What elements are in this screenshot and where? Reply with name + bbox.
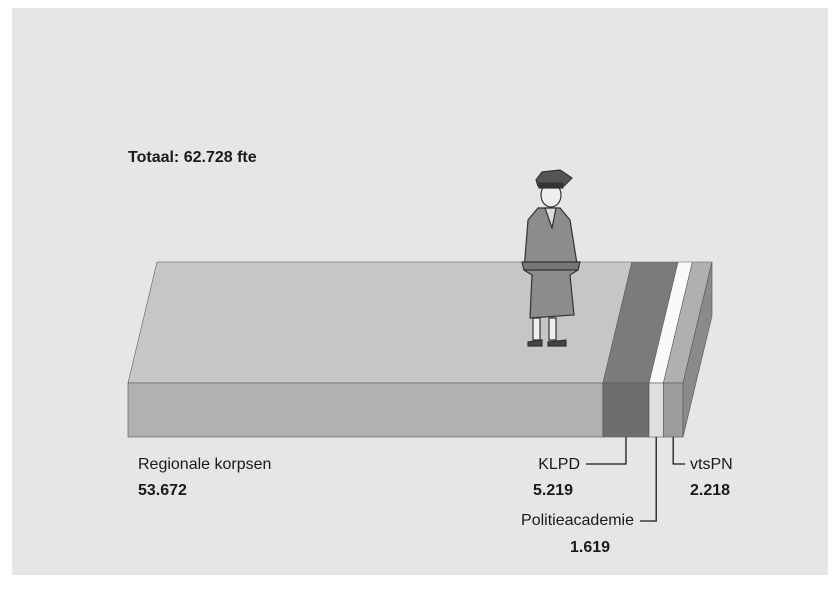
bar-side [682,261,713,438]
leader-line [672,437,685,465]
bar [648,382,664,438]
bar [602,382,650,438]
bar-group [127,261,713,438]
value-label: 1.619 [570,539,610,556]
category-label: Politieacademie [521,512,634,529]
chart-title: Totaal: 62.728 fte [128,149,257,166]
figure [521,169,581,347]
category-label: Regionale korpsen [138,456,271,473]
leader-line [640,437,657,522]
value-label: 53.672 [138,482,187,499]
value-label: 5.219 [533,482,573,499]
category-label: KLPD [538,456,580,473]
category-label: vtsPN [690,456,733,473]
label-group: Regionale korpsen 53.672 KLPD 5.219 Politiea… [138,437,733,556]
value-label: 2.218 [690,482,730,499]
bar [127,382,604,438]
bar [663,382,684,438]
leader-line [586,437,627,465]
